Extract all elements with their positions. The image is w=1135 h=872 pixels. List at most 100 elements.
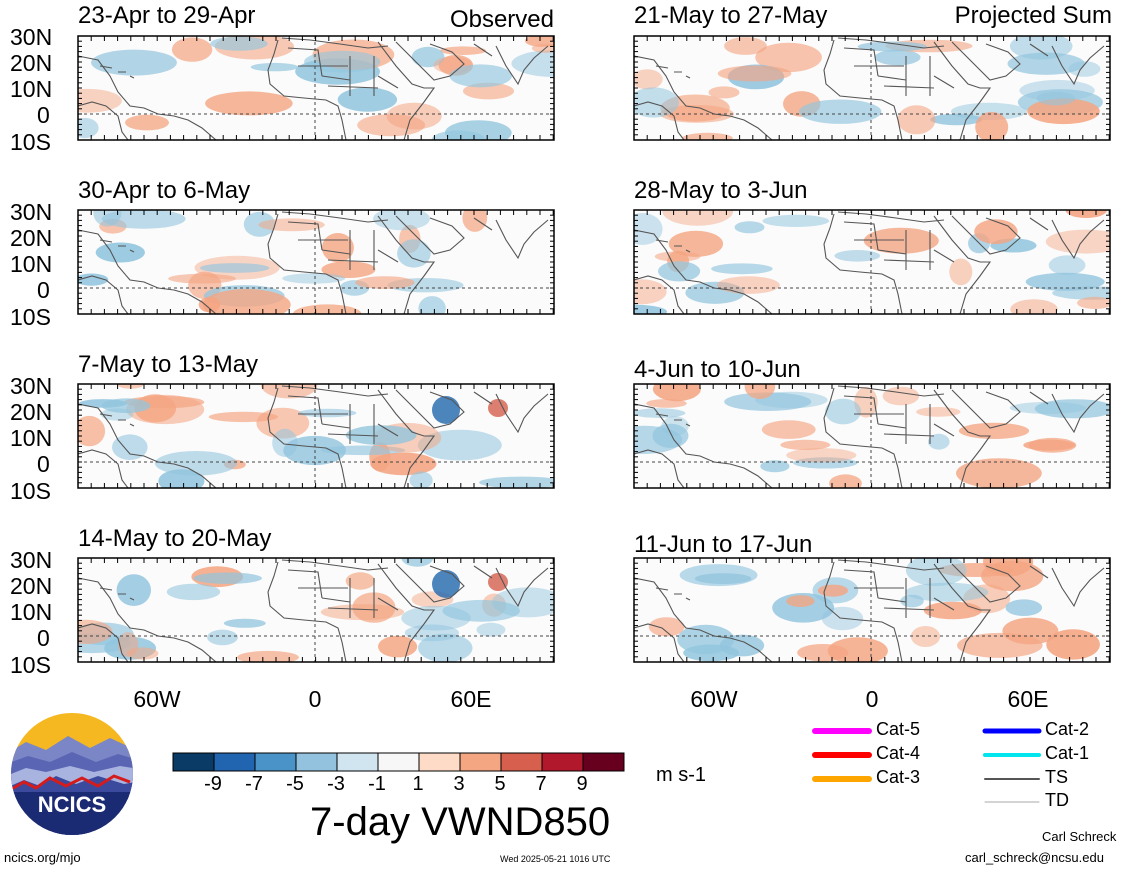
coastline [281,385,389,397]
anomaly-contour [755,391,828,409]
anomaly-contour [116,574,151,606]
legend-label: Cat-4 [876,743,921,763]
anomaly-contour [956,458,1042,488]
anomaly-contour [1027,98,1100,125]
anomaly-contour [975,111,1009,140]
lat-label: 20N [10,573,53,599]
anomaly-contour [78,415,106,447]
map-panel [77,35,555,141]
anomaly-contour [829,474,862,488]
coastline [951,41,1021,81]
coastline [78,577,217,662]
coastline [837,211,945,223]
anomaly-contour [210,36,268,51]
anomaly-contour [355,276,415,289]
main-title: 7-day VWND850 [310,800,611,844]
lat-label: 20N [10,50,53,76]
anomaly-contour [786,595,815,607]
anomaly-contour [634,69,663,90]
coastline [655,239,691,253]
anomaly-contour [401,558,434,567]
colorbar-tick-label: 9 [576,773,588,795]
colorbar-tick-label: -7 [245,773,263,795]
colorbar-tick-label: -5 [286,773,304,795]
coastline [823,561,903,662]
anomaly-contour [634,408,686,418]
anomaly-contour [154,451,238,476]
anomaly-contour [648,617,685,637]
anomaly-contour [760,460,790,473]
anomaly-contour [677,624,735,655]
anomaly-contour [949,258,973,286]
anomaly-contour [126,647,159,660]
coastline [78,403,217,488]
map-panel [633,209,1111,315]
anomaly-contour [199,263,270,273]
anomaly-contour [897,105,936,135]
anomaly-contour [237,650,299,662]
coastline [837,385,945,397]
anomaly-contour [761,420,816,439]
lat-label: 10S [10,129,51,155]
anomaly-contour [198,297,221,313]
observed-label: Observed [449,6,554,33]
coastline [1051,219,1105,260]
coastline [634,623,685,662]
anomaly-contour [905,558,967,587]
coastline [267,387,347,488]
anomaly-contour [1010,299,1058,314]
coastline [655,65,691,79]
colorbar-tick-label: -1 [368,773,386,795]
projected-sum-label: Projected Sum [954,2,1112,29]
strong-anomaly [432,570,460,598]
anomaly-contour [1045,229,1110,254]
anomaly-contour [717,65,792,82]
anomaly-contour [112,434,148,460]
map-panel [633,383,1111,489]
anomaly-contour [78,117,99,139]
coastline [78,229,217,314]
anomaly-contour [442,599,520,622]
coastline [634,403,773,488]
coastline [99,413,135,427]
anomaly-contour [409,471,433,488]
coastline [267,561,347,662]
coastline [843,217,1049,270]
map-panel [633,557,1111,663]
anomaly-contour [1077,296,1110,309]
anomaly-contour [166,583,221,601]
legend-label: Cat-1 [1045,743,1090,763]
coastline [634,275,685,314]
coastline [951,215,1021,255]
anomaly-contour [724,392,812,411]
coastline [377,563,436,662]
anomaly-contour [708,86,740,99]
lat-label: 20N [10,399,53,425]
lat-label: 0 [37,102,50,128]
legend-label: Cat-5 [876,719,921,739]
anomaly-contour [101,210,186,229]
author-name: Carl Schreck [1042,829,1117,844]
anomaly-contour [258,218,325,232]
coastline [99,65,135,79]
anomaly-contour [125,114,169,131]
coastline [843,565,1049,618]
coastline [951,389,1021,429]
lat-label: 10S [10,652,51,678]
anomaly-contour [905,582,989,602]
coastline [634,229,773,314]
anomaly-contour [716,276,780,294]
panel-title: 28-May to 3-Jun [634,177,808,204]
lat-label: 0 [37,625,50,651]
anomaly-contour [444,120,512,140]
lat-label: 10N [10,251,53,277]
coastline [395,41,465,81]
anomaly-contour [373,210,430,231]
footer-url: ncics.org/mjo [4,850,81,865]
anomaly-contour [272,428,298,457]
panel-title: 14-May to 20-May [78,525,272,552]
anomaly-contour [511,50,554,77]
coastline [377,215,436,314]
lat-label: 30N [10,373,53,399]
anomaly-contour [370,452,437,476]
